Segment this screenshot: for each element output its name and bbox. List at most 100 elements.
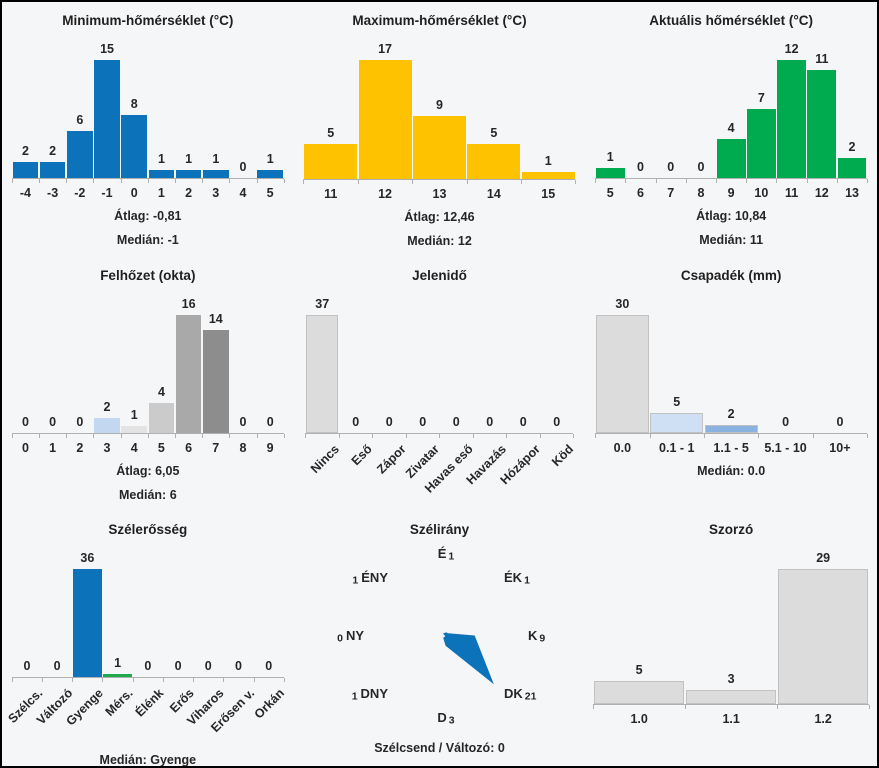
bar-value-label: 0 <box>204 659 212 674</box>
chart-minimum-temperature: Minimum-hőmérséklet (°C) 2 2 6 15 8 1 1 1 0 1 -4 -3… <box>2 2 294 257</box>
bar-6 <box>175 314 202 433</box>
stat-medián: Medián: 12 <box>407 234 472 248</box>
bar-value-label: 0 <box>76 414 84 429</box>
bar-value-label: 1 <box>130 407 138 422</box>
x-axis-labels: Nincs Eső Zápor Zivatar Havas eső Havazás Hózá… <box>305 440 576 506</box>
bar-value-label: 0 <box>174 659 182 674</box>
bar-value-label: 3 <box>727 672 735 687</box>
axis-tick <box>521 180 523 184</box>
axis-tick <box>120 433 122 438</box>
axis-tick <box>175 179 177 183</box>
axis-tick <box>132 678 134 683</box>
bar-3 <box>94 417 120 433</box>
bar-1.1---5 <box>704 424 758 433</box>
bar-3 <box>202 170 229 178</box>
chart-title: Aktuális hőmérséklet (°C) <box>649 13 813 28</box>
x-axis <box>11 178 285 183</box>
axis-tick <box>806 179 808 183</box>
bar--2 <box>66 131 93 178</box>
chart-body: 5 17 9 5 1 11 12 13 14 15 <box>294 43 586 201</box>
axis-tick <box>867 433 869 438</box>
chart-multiplier: Szorzó 5 3 29 1.0 1.1 1.2 <box>585 511 877 766</box>
axis-tick <box>39 433 41 438</box>
axis-tick <box>11 678 13 683</box>
axis-tick <box>649 433 651 438</box>
chart-current-temperature: Aktuális hőmérséklet (°C) 1 0 0 0 4 7 12 11 2 5 6 7… <box>585 2 877 257</box>
bar-4 <box>121 425 148 433</box>
chart-title: Minimum-hőmérséklet (°C) <box>62 13 234 28</box>
chart-cloud-cover: Felhőzet (okta) 0 0 0 2 1 4 16 14 0 0 0 1 2 3 4 5 6 7 8 9 Á… <box>2 257 294 512</box>
axis-tick <box>575 180 577 184</box>
bar-value-label: 0 <box>553 414 561 429</box>
x-axis <box>595 178 869 183</box>
x-tick-label: 13 <box>432 187 447 201</box>
bar-5 <box>595 168 625 178</box>
bar-value-label: 0 <box>144 659 152 674</box>
axis-tick <box>685 705 687 710</box>
bar-value-label: 5 <box>490 126 498 140</box>
bar-value-label: 0 <box>419 414 427 429</box>
chart-wind-strength: Szélerősség 0 0 36 1 0 0 0 0 0 Szélcs. Változó Gyen… <box>2 511 294 766</box>
bar-gyenge <box>73 569 102 678</box>
bar-value-label: 2 <box>49 144 57 158</box>
axis-tick <box>66 179 68 183</box>
x-tick-label: 1.0 <box>630 712 648 727</box>
axis-tick <box>867 179 869 183</box>
bar-11 <box>304 144 358 179</box>
axis-tick <box>573 433 575 438</box>
axis-tick <box>357 180 359 184</box>
plot-area: 1 0 0 0 4 7 12 11 2 <box>595 43 867 178</box>
x-tick-label: 6 <box>637 186 644 200</box>
axis-tick <box>162 678 164 683</box>
axis-tick <box>506 433 508 438</box>
x-tick-label: 14 <box>486 187 501 201</box>
chart-present-weather: Jelenidő 37 0 0 0 0 0 0 0 Nincs Eső Zápor Zivatar Ha… <box>294 257 586 512</box>
bar-value-label: 1 <box>212 152 220 166</box>
bar-value-label: 1 <box>185 152 193 166</box>
bar-value-label: 29 <box>816 551 831 566</box>
x-tick-label: 0.0 <box>613 440 632 455</box>
bar--4 <box>12 162 39 178</box>
x-tick-label: 1.1 <box>722 712 740 727</box>
axis-tick <box>812 433 814 438</box>
x-axis <box>595 432 869 438</box>
chart-stats: Átlag: -0,81 Medián: -1 <box>2 209 294 247</box>
chart-title: Szélirány <box>409 522 470 538</box>
plot-area: 37 0 0 0 0 0 0 0 <box>305 297 573 433</box>
bar-0 <box>121 115 148 178</box>
x-tick-label: 9 <box>727 186 735 200</box>
bar-value-label: 16 <box>181 296 196 311</box>
x-tick-label: 5 <box>606 186 614 200</box>
x-axis-labels: 5 6 7 8 9 10 11 12 13 <box>595 186 867 200</box>
axis-tick <box>685 179 687 183</box>
x-tick-label: 10 <box>754 186 769 200</box>
x-tick-label: Nincs <box>307 441 342 476</box>
direction-label-dk: DK 21 <box>504 686 537 703</box>
chart-title: Jelenidő <box>412 267 467 283</box>
axis-tick <box>72 678 74 683</box>
x-tick-label: 1.2 <box>814 712 832 727</box>
x-axis <box>305 432 575 438</box>
axis-tick <box>223 678 225 683</box>
x-tick-label: 0 <box>21 440 29 455</box>
axis-tick <box>466 180 468 184</box>
axis-tick <box>836 179 838 183</box>
chart-body: 2 2 6 15 8 1 1 1 0 1 -4 -3 -2 -1 0 1 2 3 4 5 <box>2 43 294 200</box>
axis-tick <box>120 179 122 183</box>
bar-value-label: 0 <box>239 160 247 174</box>
chart-body: 0 0 0 2 1 4 16 14 0 0 0 1 2 3 4 5 6 7 8 9 <box>2 297 294 455</box>
x-tick-label: 1.1 - 5 <box>713 440 749 455</box>
bar-value-label: 7 <box>757 91 765 105</box>
x-tick-label: 7 <box>212 440 220 455</box>
axis-tick <box>42 678 44 683</box>
chart-maximum-temperature: Maximum-hőmérséklet (°C) 5 17 9 5 1 11 12 13 14 1… <box>294 2 586 257</box>
axis-tick <box>93 433 95 438</box>
bar--1 <box>94 60 120 178</box>
chart-precipitation: Csapadék (mm) 30 5 2 0 0 0.0 0.1 - 1 1.1 - 5 5.1… <box>585 257 877 512</box>
axis-tick <box>776 179 778 183</box>
bar-value-label: 5 <box>327 126 335 140</box>
stat-medián: Medián: 0.0 <box>697 463 766 478</box>
bar-value-label: 36 <box>80 551 95 566</box>
x-tick-label: 5 <box>157 440 165 455</box>
